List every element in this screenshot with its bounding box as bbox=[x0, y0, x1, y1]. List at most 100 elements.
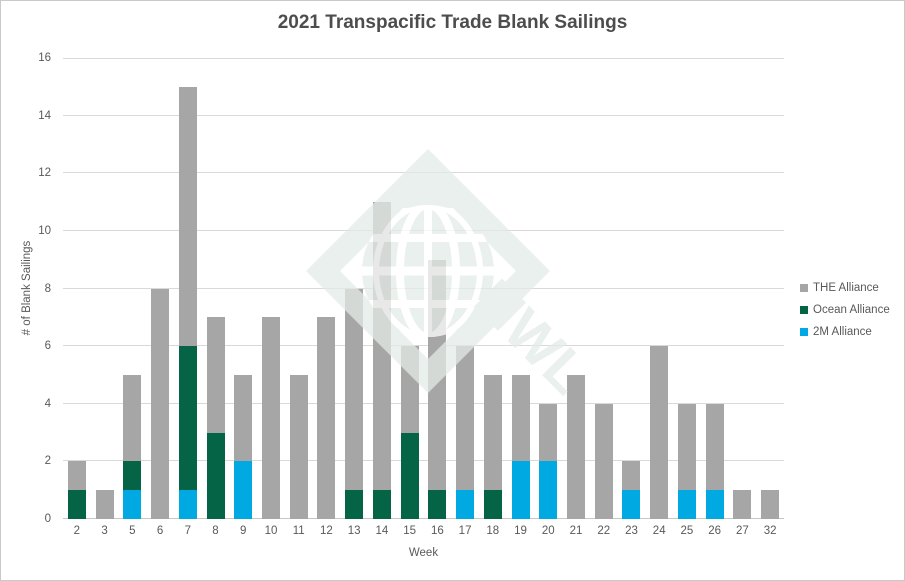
y-tick-label: 12 bbox=[38, 167, 51, 180]
bar-slot-week-7 bbox=[174, 58, 202, 519]
legend-swatch bbox=[800, 328, 808, 336]
bar-segment-the-alliance bbox=[123, 374, 142, 462]
bar-segment-the-alliance bbox=[622, 461, 641, 491]
bar-segment-the-alliance bbox=[206, 317, 225, 433]
bar-slot-week-22 bbox=[590, 58, 618, 519]
x-tick-label: 8 bbox=[212, 525, 219, 537]
x-axis-title: Week bbox=[408, 547, 439, 559]
x-tick-label: 9 bbox=[240, 525, 247, 537]
legend-item-2m-alliance: 2M Alliance bbox=[800, 326, 890, 338]
x-tick-label: 5 bbox=[129, 525, 136, 537]
bar-segment-the-alliance bbox=[594, 403, 613, 519]
bar-segment-ocean-alliance bbox=[206, 432, 225, 519]
bar-stack bbox=[151, 288, 170, 519]
legend-label: 2M Alliance bbox=[813, 326, 872, 338]
bar-stack bbox=[456, 346, 475, 519]
bar-slot-week-5 bbox=[118, 58, 146, 519]
x-tick-label: 18 bbox=[486, 525, 500, 537]
bar-segment-ocean-alliance bbox=[483, 490, 502, 519]
bar-stack bbox=[234, 374, 253, 519]
bar-slot-week-25 bbox=[673, 58, 701, 519]
legend-item-ocean-alliance: Ocean Alliance bbox=[800, 304, 890, 316]
bar-segment-2m-alliance bbox=[123, 490, 142, 519]
bar-segment-the-alliance bbox=[456, 346, 475, 491]
bar-stack bbox=[733, 490, 752, 519]
bar-segment-ocean-alliance bbox=[372, 490, 391, 519]
bar-segment-the-alliance bbox=[67, 461, 86, 491]
bar-segment-the-alliance bbox=[95, 490, 114, 519]
bar-segment-the-alliance bbox=[428, 259, 447, 491]
bar-slot-week-8 bbox=[202, 58, 230, 519]
bar-slot-week-15 bbox=[396, 58, 424, 519]
bar-segment-the-alliance bbox=[511, 374, 530, 462]
x-tick-label: 11 bbox=[292, 525, 305, 537]
legend-swatch bbox=[800, 306, 808, 314]
grid-line bbox=[63, 58, 784, 59]
bar-stack bbox=[567, 374, 585, 519]
bar-stack bbox=[428, 259, 447, 519]
bar-stack bbox=[372, 202, 391, 519]
x-tick-label: 24 bbox=[652, 525, 666, 537]
x-tick-label: 17 bbox=[458, 525, 472, 537]
grid-line bbox=[63, 402, 784, 404]
x-tick-label: 32 bbox=[763, 525, 777, 537]
bar-segment-the-alliance bbox=[400, 346, 419, 433]
bar-slot-week-27 bbox=[729, 58, 757, 519]
bar-slot-week-18 bbox=[479, 58, 507, 519]
bar-stack bbox=[67, 461, 86, 519]
y-tick-label: 4 bbox=[44, 397, 51, 410]
bar-segment-the-alliance bbox=[345, 288, 364, 491]
bar-stack bbox=[622, 461, 641, 519]
x-tick-label: 25 bbox=[680, 525, 694, 537]
y-tick-label: 0 bbox=[44, 513, 51, 525]
bar-segment-the-alliance bbox=[372, 202, 391, 491]
y-tick-label: 2 bbox=[44, 455, 51, 468]
bar-stack bbox=[761, 490, 780, 519]
x-tick-label: 26 bbox=[708, 525, 722, 537]
y-tick-label: 6 bbox=[44, 340, 51, 353]
x-tick-label: 21 bbox=[569, 525, 583, 537]
bar-slot-week-14 bbox=[368, 58, 396, 519]
bar-segment-2m-alliance bbox=[234, 461, 253, 519]
bar-stack bbox=[261, 317, 280, 519]
bar-segment-ocean-alliance bbox=[428, 490, 447, 519]
bar-stack bbox=[317, 317, 336, 519]
bar-slot-week-24 bbox=[645, 58, 673, 519]
bar-stack bbox=[345, 288, 364, 519]
x-tick-label: 15 bbox=[403, 525, 417, 537]
bar-slot-week-10 bbox=[257, 58, 285, 519]
bar-segment-ocean-alliance bbox=[67, 490, 86, 519]
bar-segment-the-alliance bbox=[761, 490, 780, 519]
bar-slot-week-13 bbox=[340, 58, 368, 519]
bar-segment-2m-alliance bbox=[705, 490, 724, 519]
x-tick-label: 13 bbox=[347, 525, 361, 537]
bar-slot-week-12 bbox=[313, 58, 341, 519]
x-tick-label: 7 bbox=[184, 525, 191, 537]
bar-segment-2m-alliance bbox=[511, 461, 530, 519]
x-tick-label: 20 bbox=[541, 525, 555, 537]
bar-slot-week-23 bbox=[618, 58, 646, 519]
bar-stack bbox=[206, 317, 225, 519]
bar-segment-ocean-alliance bbox=[123, 461, 142, 491]
bar-segment-2m-alliance bbox=[178, 490, 197, 519]
bar-segment-ocean-alliance bbox=[178, 346, 197, 491]
bar-segment-the-alliance bbox=[234, 374, 253, 462]
bar-stack bbox=[705, 403, 724, 519]
legend-swatch bbox=[800, 284, 808, 292]
plot-area bbox=[63, 58, 784, 519]
bar-slot-week-17 bbox=[451, 58, 479, 519]
grid-line bbox=[63, 518, 784, 519]
x-tick-label: 22 bbox=[597, 525, 611, 537]
bar-stack bbox=[594, 403, 613, 519]
bar-segment-ocean-alliance bbox=[345, 490, 364, 519]
bar-stack bbox=[123, 374, 142, 519]
bar-stack bbox=[95, 490, 114, 519]
bar-segment-the-alliance bbox=[705, 403, 724, 491]
x-axis-tick-labels: 2 3 5 6 7 8 9 10 11 12 13 14 15 16 17 18 19 20 21 22 23 24 25 2… bbox=[63, 525, 784, 539]
bar-slot-week-21 bbox=[562, 58, 590, 519]
x-tick-label: 3 bbox=[101, 525, 108, 537]
chart-title: 2021 Transpacific Trade Blank Sailings bbox=[277, 12, 628, 33]
bar-segment-2m-alliance bbox=[622, 490, 641, 519]
bar-segment-the-alliance bbox=[483, 374, 502, 491]
